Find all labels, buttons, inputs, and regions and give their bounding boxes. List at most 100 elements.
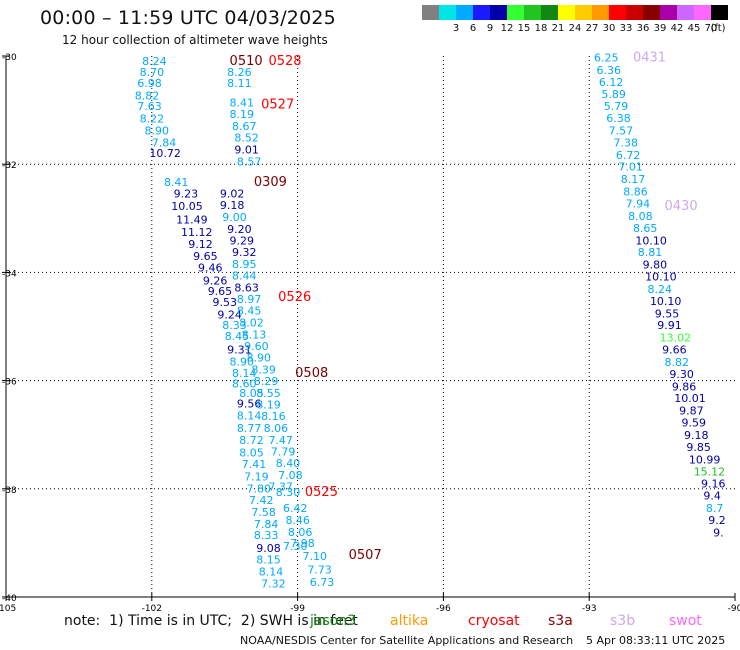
wave-height-reading: 9.56	[237, 398, 262, 411]
wave-height-reading: 7.63	[137, 100, 162, 113]
wave-height-reading: 7.73	[307, 564, 332, 577]
lat-label: -32	[2, 161, 17, 171]
wave-height-reading: 9.86	[672, 380, 697, 393]
legend-label: 6	[469, 23, 477, 34]
wave-height-reading: 11.49	[176, 214, 208, 227]
wave-height-reading: 9.59	[682, 417, 707, 430]
pass-time-label: 0527	[261, 97, 294, 112]
wave-height-reading: 8.86	[623, 186, 648, 199]
page-subtitle: 12 hour collection of altimeter wave hei…	[62, 33, 328, 47]
wave-height-reading: 9.2	[708, 514, 726, 527]
wave-height-reading: 7.84	[152, 136, 177, 149]
wave-height-reading: 8.11	[227, 77, 252, 90]
wave-height-reading: 8.15	[256, 553, 281, 566]
lat-label: -30	[2, 53, 17, 63]
wave-height-reading: 8.24	[648, 283, 673, 296]
wave-height-reading: 9.08	[256, 542, 281, 555]
legend-label: 18	[534, 23, 548, 34]
lon-label: -96	[436, 604, 451, 612]
legend-swatch	[677, 5, 694, 20]
wave-height-reading: 6.42	[283, 502, 308, 515]
wave-height-reading: 8.14	[259, 565, 284, 578]
wave-height-reading: 9.55	[655, 307, 680, 320]
wave-height-reading: 8.60	[232, 378, 256, 391]
wave-height-reading: 9.46	[198, 261, 223, 274]
legend-swatch	[711, 5, 728, 20]
wave-height-reading: 8.55	[256, 387, 281, 400]
wave-height-reading: 8.29	[254, 375, 278, 388]
wave-height-reading: 8.67	[232, 120, 256, 133]
wave-height-reading: 6.38	[606, 112, 631, 125]
legend-swatch	[575, 5, 592, 20]
wave-height-reading: 10.01	[674, 392, 706, 405]
wave-height-reading: 6.98	[137, 77, 162, 90]
wave-height-reading: 6.73	[310, 576, 335, 589]
footer-credit: NOAA/NESDIS Center for Satellite Applica…	[240, 634, 574, 647]
satellite-altika-label: altika	[390, 613, 429, 629]
wave-height-reading: 8.7	[706, 502, 724, 515]
wave-height-reading: 8.05	[239, 446, 264, 459]
color-legend: 3 6 9 12 15 18 21 24 27 30 33 36 39 42 45 70 (ft)	[422, 5, 728, 35]
wave-height-reading: 9.00	[222, 211, 247, 224]
legend-swatch	[490, 5, 507, 20]
wave-height-reading: 10.10	[645, 271, 677, 284]
wave-height-reading: 13.02	[660, 332, 692, 345]
wave-height-reading: 15.12	[694, 465, 726, 478]
legend-swatch	[541, 5, 558, 20]
legend-label: 45	[687, 23, 701, 34]
pass-time-label: 0510	[230, 54, 263, 69]
wave-height-reading: 8.39	[251, 364, 276, 377]
wave-height-reading: 9.85	[686, 441, 711, 454]
wave-height-reading: 8.13	[242, 328, 267, 341]
pass-time-label: 0309	[254, 175, 287, 190]
wave-height-reading: 7.94	[626, 197, 651, 210]
page-title: 00:00 – 11:59 UTC 04/03/2025	[40, 7, 336, 29]
wave-height-reading: 9.18	[684, 429, 709, 442]
wave-height-reading: 8.26	[227, 66, 252, 79]
wave-height-reading: 7.38	[614, 136, 639, 149]
legend-label: 70	[704, 23, 718, 34]
satellite-cryosat-label: cryosat	[468, 613, 520, 629]
wave-height-reading: 8.77	[237, 422, 262, 435]
pass-time-label: 0430	[665, 199, 698, 214]
wave-height-reading: 8.33	[222, 319, 247, 332]
wave-height-reading: 8.06	[288, 526, 313, 539]
wave-height-reading: 7.98	[290, 537, 315, 550]
legend-label: 33	[619, 23, 633, 34]
legend-swatch	[626, 5, 643, 20]
wave-height-reading: 6.36	[596, 64, 621, 77]
legend-label: 12	[500, 23, 514, 34]
wave-height-reading: 9.23	[174, 188, 199, 201]
pass-time-label: 0431	[633, 50, 666, 65]
satellite-swot-label: swot	[669, 613, 702, 629]
footer-timestamp: 5 Apr 08:33:11 UTC 2025	[586, 634, 726, 647]
wave-height-reading: 8.41	[164, 176, 189, 189]
legend-label: 9	[486, 23, 494, 34]
legend-swatch	[558, 5, 575, 20]
wave-height-reading: 6.25	[594, 51, 619, 64]
lat-label: -38	[2, 486, 17, 496]
wave-height-reading: 8.81	[638, 246, 663, 259]
wave-height-reading: 9.30	[669, 368, 694, 381]
wave-height-reading: 8.82	[135, 89, 160, 102]
wave-height-reading: 8.24	[142, 55, 167, 68]
wave-height-reading: 8.30	[276, 486, 301, 499]
wave-height-reading: 10.05	[171, 200, 203, 213]
wave-height-reading: 9.4	[703, 490, 721, 503]
wave-height-reading: 9.20	[227, 223, 252, 236]
wave-height-reading: 9.60	[244, 340, 269, 353]
legend-swatch	[694, 5, 711, 20]
wave-height-reading: 7.57	[609, 124, 634, 137]
lon-label: -90	[728, 604, 740, 612]
wave-height-reading: 8.90	[230, 355, 255, 368]
wave-height-reading: 11.12	[181, 226, 213, 239]
wave-height-reading: 8.44	[232, 269, 256, 282]
wave-height-reading: 8.06	[264, 422, 289, 435]
wave-height-reading: 8.65	[633, 222, 658, 235]
wave-height-reading: 8.52	[234, 131, 258, 144]
wave-height-reading: 9.	[713, 526, 724, 539]
wave-height-reading: 7.80	[247, 483, 272, 496]
legend-label: 27	[585, 23, 599, 34]
wave-height-reading: 8.97	[237, 293, 262, 306]
wave-height-reading: 9.26	[203, 274, 228, 287]
